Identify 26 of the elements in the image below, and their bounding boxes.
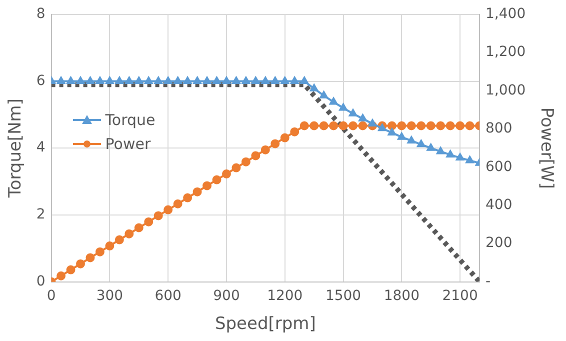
legend-label: Power (105, 135, 151, 154)
x-tick-label: 900 (213, 288, 240, 304)
y2-tick-label: 400 (486, 197, 512, 214)
y2-tick-label: 1,200 (486, 44, 526, 60)
y-tick-label: 4 (36, 140, 46, 156)
x-tick-label: 0 (46, 288, 56, 304)
y2-tick-label: - (486, 273, 491, 290)
y-tick-label: 0 (36, 273, 46, 290)
y2-tick-label: 1,400 (486, 6, 526, 22)
x-tick-label: 1800 (384, 288, 420, 304)
x-axis-title: Speed[rpm] (214, 314, 316, 334)
x-tick-label: 2100 (442, 288, 478, 304)
y2-axis-title: Power[W] (536, 107, 556, 189)
x-tick-label: 600 (154, 288, 182, 304)
x-tick-label: 1500 (325, 288, 362, 304)
y-tick-label: 8 (36, 6, 46, 22)
y-axis-title: Torque[Nm] (6, 98, 26, 199)
x-tick-label: 300 (96, 288, 124, 304)
y2-tick-label: 200 (486, 235, 512, 252)
y2-tick-label: 1,000 (486, 82, 526, 98)
legend-label: Torque (105, 111, 156, 130)
y2-tick-label: 600 (486, 158, 512, 175)
y2-tick-label: 800 (486, 120, 512, 137)
y-tick-label: 6 (36, 72, 46, 89)
x-tick-label: 1200 (267, 288, 303, 304)
y-tick-label: 2 (36, 206, 46, 223)
